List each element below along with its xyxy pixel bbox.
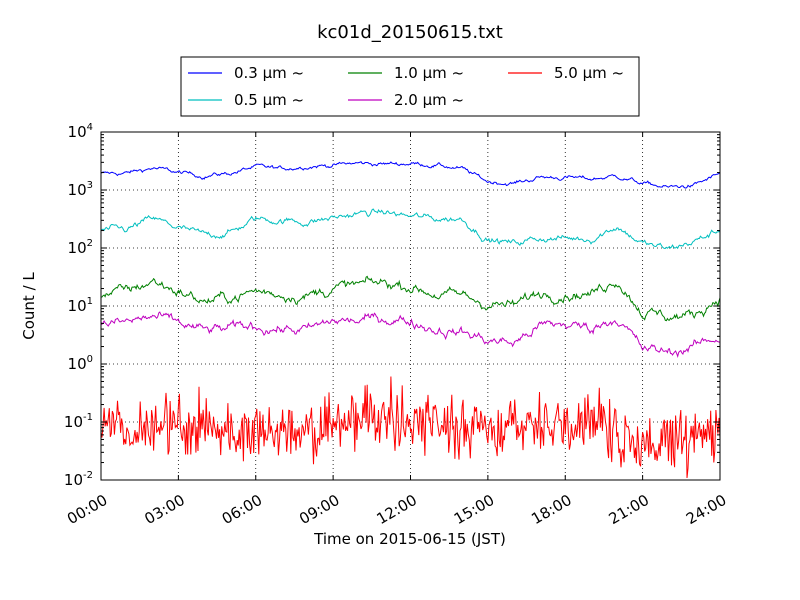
x-tick-label: 18:00 (528, 491, 574, 528)
y-tick-label: 100 (68, 354, 93, 373)
x-tick-label: 15:00 (451, 491, 497, 528)
x-axis-label: Time on 2015-06-15 (JST) (313, 530, 506, 548)
axis-ticks (100, 131, 721, 481)
y-axis-label: Count / L (20, 272, 38, 340)
chart-title: kc01d_20150615.txt (317, 22, 503, 43)
x-tick-label: 09:00 (296, 491, 342, 528)
series-line (100, 161, 721, 189)
legend-label: 5.0 μm ~ (554, 64, 624, 82)
series-line (100, 376, 721, 479)
legend-label: 0.5 μm ~ (234, 91, 304, 109)
y-tick-label: 101 (68, 296, 93, 315)
x-tick-label: 24:00 (683, 491, 729, 528)
legend: 0.3 μm ~ 0.5 μm ~ 1.0 μm ~ 2.0 μm ~ 5.0 μm ~ (180, 56, 640, 117)
legend-label: 2.0 μm ~ (394, 91, 464, 109)
series-line (100, 208, 721, 250)
legend-box (180, 56, 640, 117)
x-tick-label: 03:00 (141, 491, 187, 528)
y-tick-label: 10-1 (64, 412, 93, 431)
series-line (101, 275, 721, 322)
series-line (100, 311, 721, 358)
x-tick-labels: 00:00 03:00 06:00 09:00 12:00 15:00 18:00 21:00… (64, 491, 729, 528)
y-tick-label: 10-2 (64, 470, 93, 489)
y-tick-label: 103 (68, 180, 93, 199)
x-tick-label: 12:00 (374, 491, 420, 528)
y-tick-label: 102 (68, 238, 93, 257)
x-tick-label: 21:00 (606, 491, 652, 528)
legend-label: 0.3 μm ~ (234, 64, 304, 82)
y-tick-label: 104 (68, 122, 93, 141)
x-tick-label: 00:00 (64, 491, 110, 528)
x-tick-label: 06:00 (219, 491, 265, 528)
y-tick-labels: 10-2 10-1 100 101 102 103 104 (64, 122, 93, 489)
legend-label: 1.0 μm ~ (394, 64, 464, 82)
series-lines (100, 161, 721, 479)
